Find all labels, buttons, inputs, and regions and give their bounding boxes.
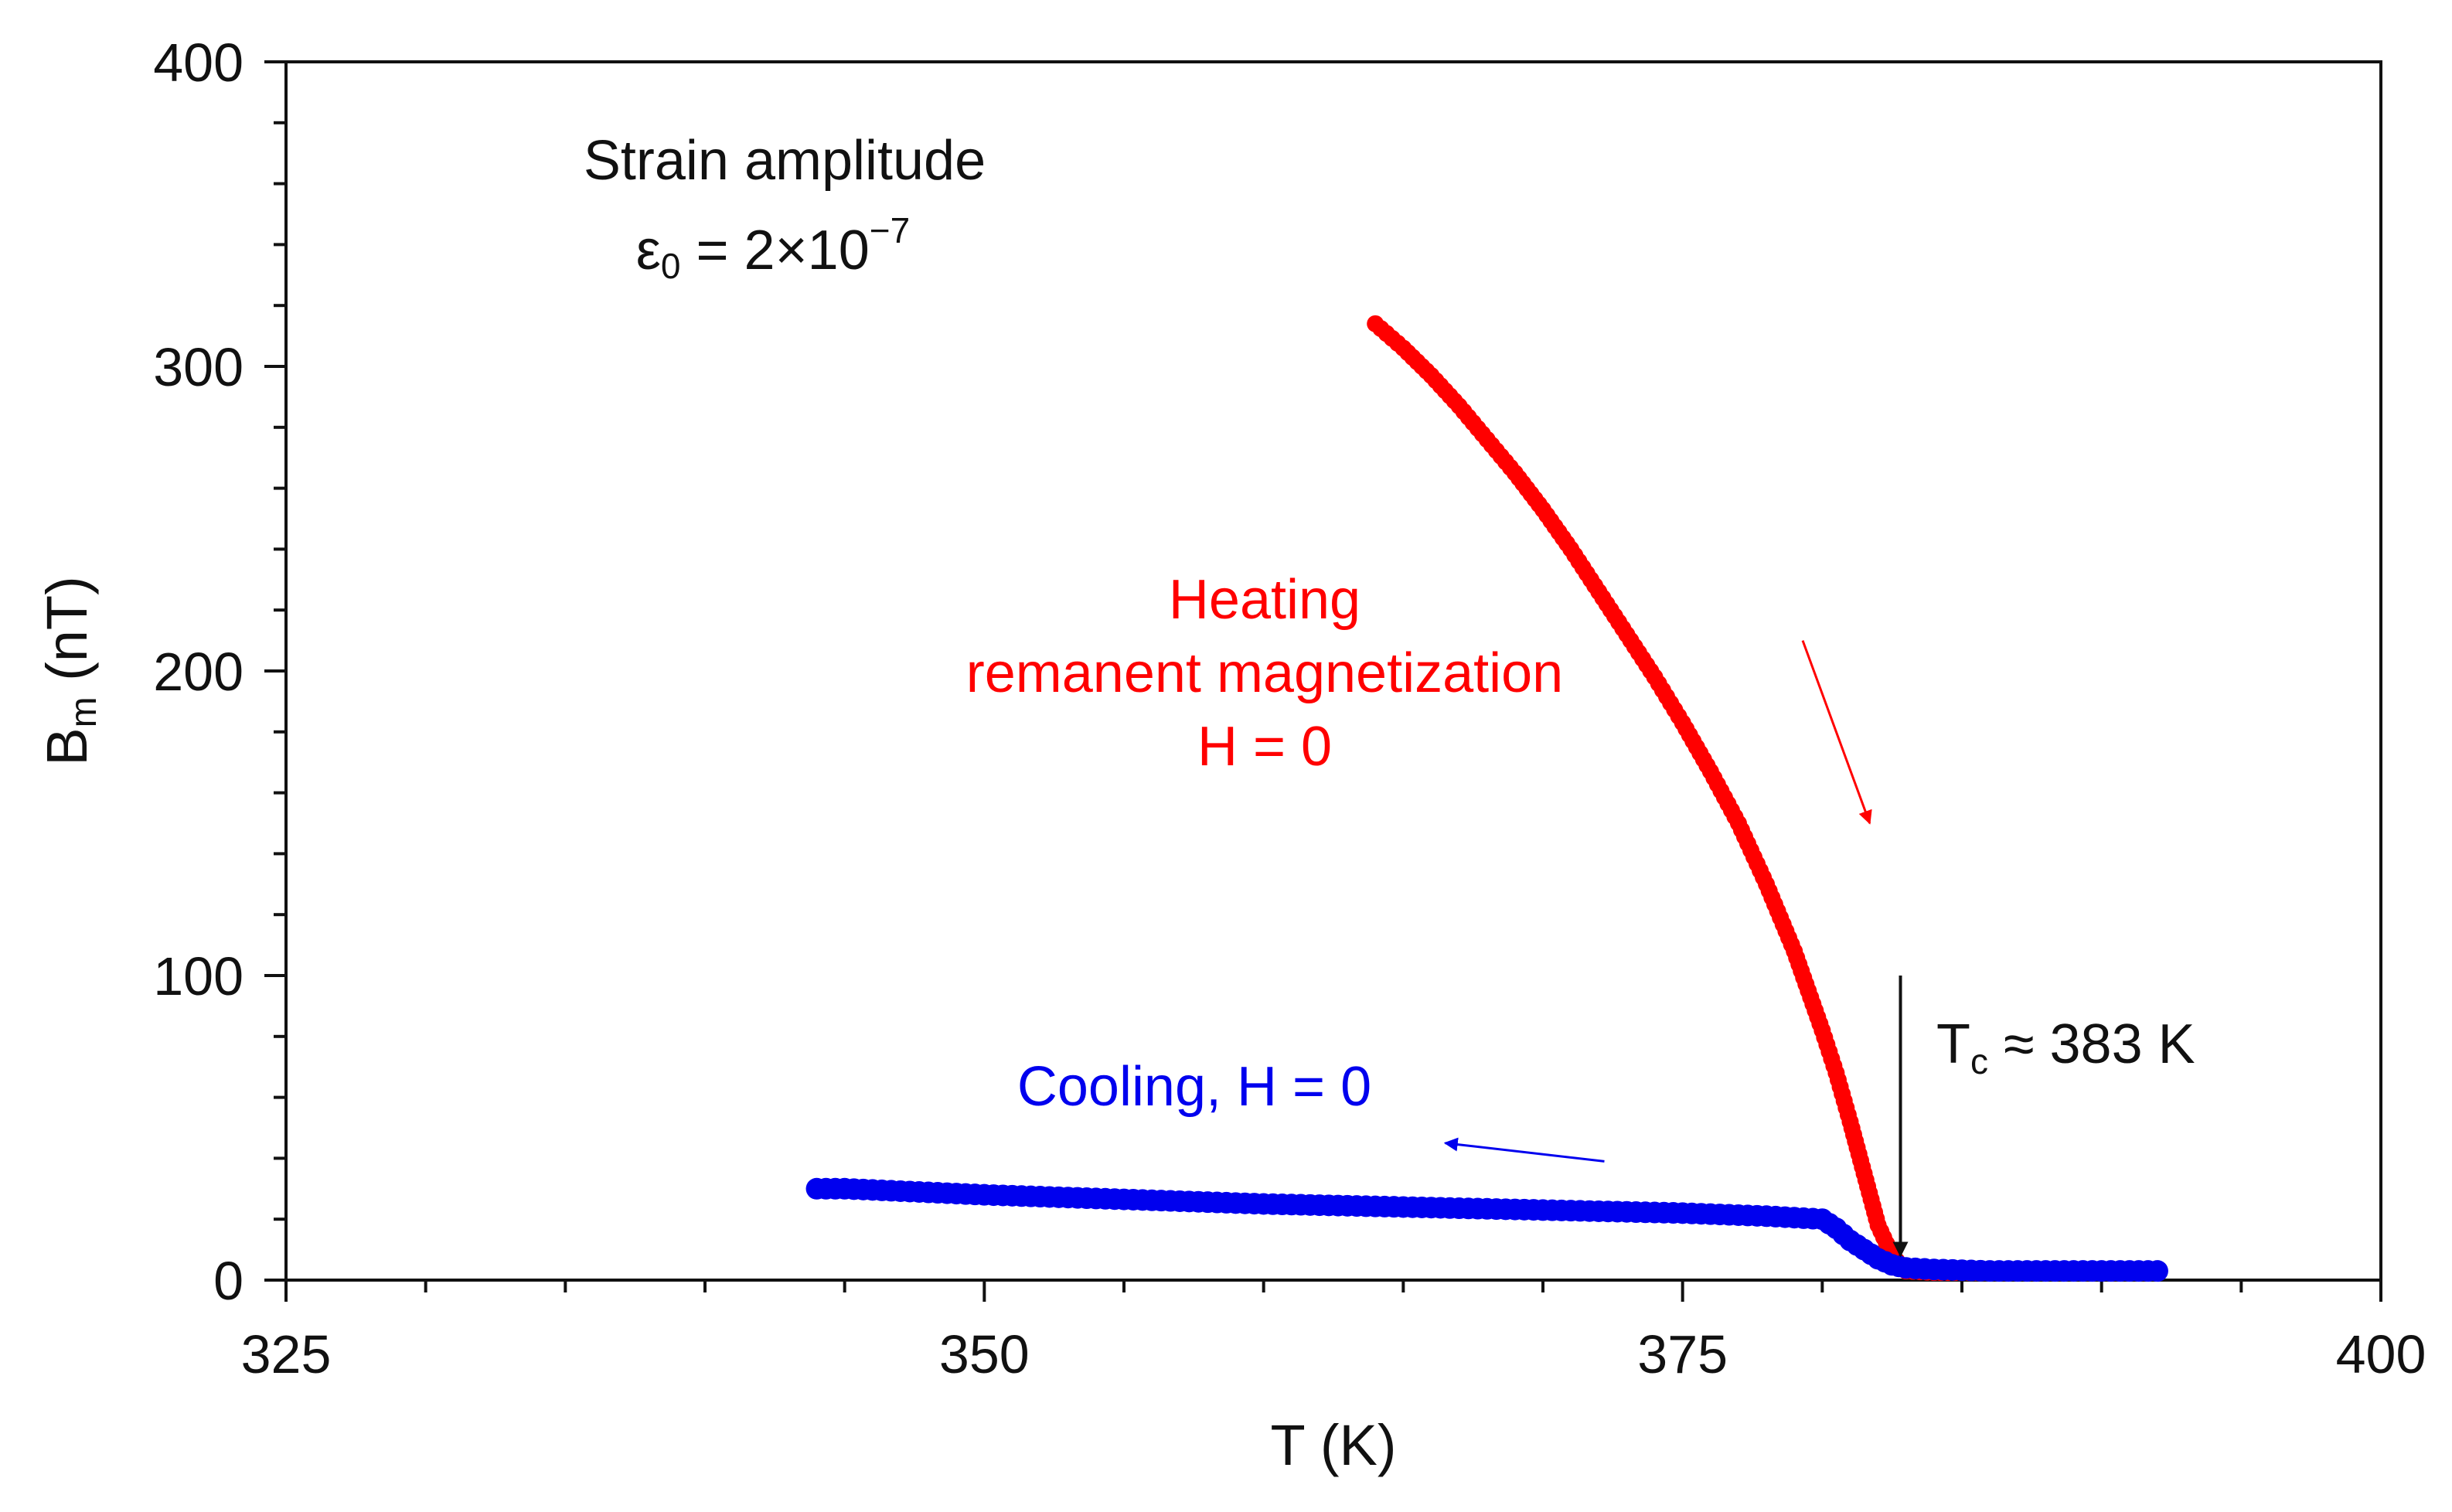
tc-label: Tc ≈ 383 K [1936,1013,2195,1081]
strain-amplitude-label: Strain amplitude [584,130,986,192]
x-tick-label: 375 [1637,1324,1728,1384]
tc-label-sub: c [1970,1041,1988,1081]
heating-label-line1: Heating [1169,569,1361,631]
y-axis-title: Bm (nT) [35,576,104,766]
cooling-direction-arrow [1443,1137,1605,1163]
tc-label-main: T [1936,1013,1970,1075]
arrow-layer [1443,640,1909,1258]
strain-equals: = 2×10 [681,220,870,281]
strain-epsilon-sub: 0 [661,246,681,286]
data-point [805,1177,828,1200]
heating-label-line3: H = 0 [1197,716,1332,778]
y-axis-title-main: B [35,727,99,765]
series-layer [805,315,2168,1282]
strain-exponent: −7 [870,210,910,250]
strain-formula: ε0 = 2×10−7 [636,210,910,286]
x-tick-label: 325 [241,1324,332,1384]
x-axis-ticks: 325 350 375 400 [241,1280,2426,1384]
x-axis-title: T (K) [1270,1413,1396,1477]
strain-epsilon: ε [636,220,661,281]
y-tick-label: 200 [153,642,243,702]
x-tick-label: 350 [939,1324,1030,1384]
y-tick-label: 100 [153,946,243,1006]
series-heating [1367,315,2166,1282]
y-axis-title-sub: m [63,696,104,727]
y-tick-label: 0 [213,1251,243,1311]
y-axis-ticks: 0 100 200 300 400 [153,32,286,1311]
x-tick-label: 400 [2336,1324,2426,1384]
y-tick-label: 400 [153,32,243,93]
cooling-label: Cooling, H = 0 [1017,1056,1371,1118]
tc-label-rest: ≈ 383 K [1988,1013,2195,1075]
series-line [1374,322,2157,1274]
y-tick-label: 300 [153,337,243,397]
heating-direction-arrow [1801,640,1872,825]
y-axis-title-unit: (nT) [35,576,99,696]
series-cooling [805,1177,2168,1282]
heating-label-line2: remanent magnetization [966,642,1563,704]
